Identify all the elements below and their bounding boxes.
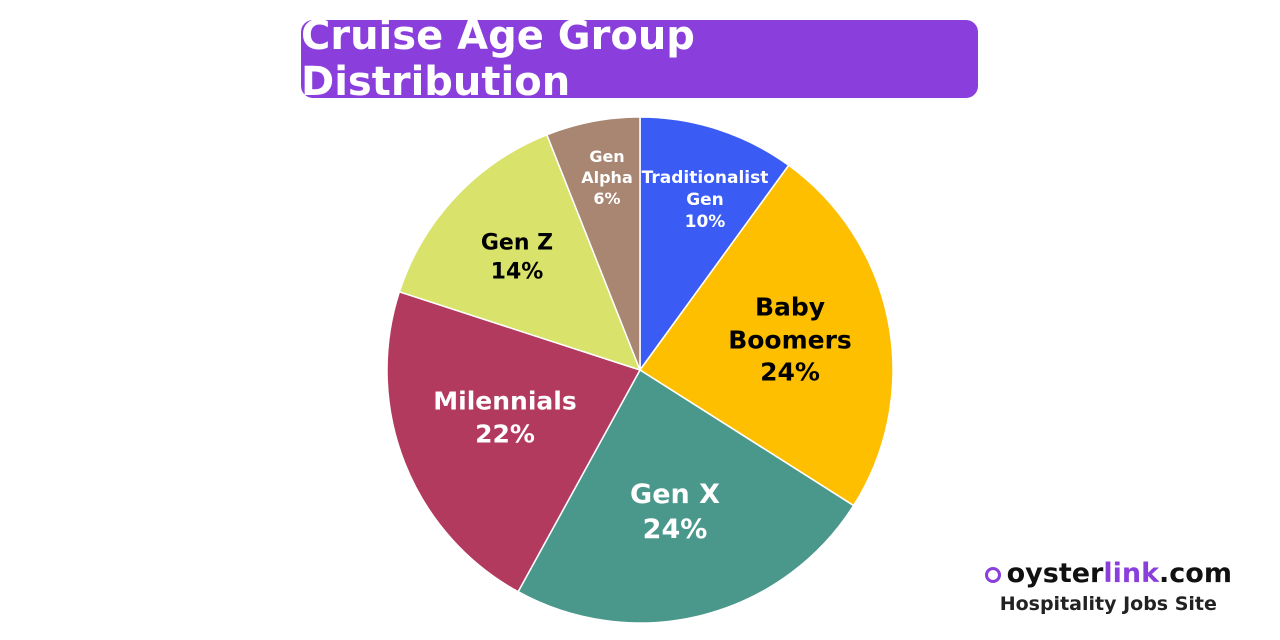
category-label: Gen Alpha <box>581 146 633 187</box>
pie-slice <box>545 116 641 371</box>
logo-part: oyster <box>1006 558 1104 589</box>
category-label: Gen X <box>630 478 720 510</box>
value-label: 22% <box>475 419 535 448</box>
pie-slice <box>386 290 642 593</box>
slice-label: Baby Boomers 24% <box>720 291 860 389</box>
logo: oysterlink.com Hospitality Jobs Site <box>984 558 1232 615</box>
value-label: 10% <box>684 212 726 233</box>
category-label: Milennials <box>433 386 577 416</box>
pie-slice <box>398 133 642 372</box>
pie-slice <box>638 164 894 507</box>
chart-title: Cruise Age Group Distribution <box>301 13 978 105</box>
logo-name: oysterlink.com <box>984 558 1232 589</box>
value-label: 24% <box>760 357 820 387</box>
pie-slice <box>517 368 855 624</box>
value-label: 24% <box>642 514 708 545</box>
slice-label: Gen Z 14% <box>467 229 567 286</box>
logo-part: .com <box>1159 558 1232 589</box>
logo-tagline: Hospitality Jobs Site <box>999 593 1217 615</box>
value-label: 14% <box>490 259 544 284</box>
pie-slice <box>639 116 790 373</box>
slice-label: Gen Alpha 6% <box>577 147 637 209</box>
logo-icon <box>984 566 1001 583</box>
slice-label: Milennials 22% <box>420 386 590 451</box>
category-label: Baby Boomers <box>728 292 852 354</box>
slice-label: Gen X 24% <box>590 477 760 547</box>
category-label: Traditionalist Gen <box>641 167 769 210</box>
category-label: Gen Z <box>480 230 554 256</box>
slice-label: Traditionalist Gen 10% <box>635 167 775 233</box>
logo-part: link <box>1103 558 1160 589</box>
value-label: 6% <box>593 188 621 208</box>
